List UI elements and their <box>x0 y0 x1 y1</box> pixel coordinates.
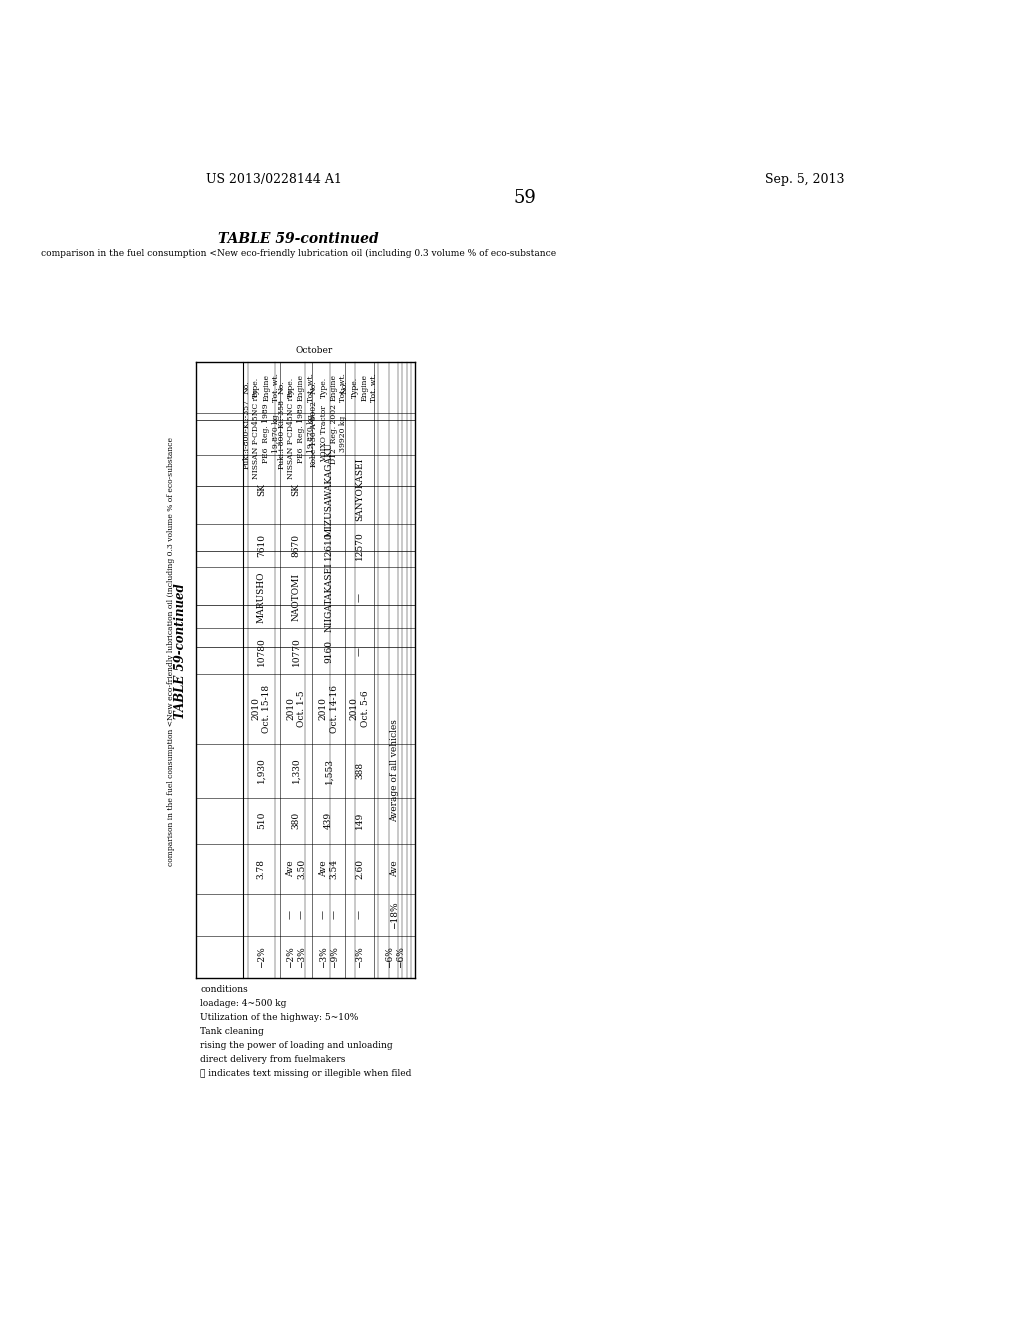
Text: 2010
Oct. 5-6: 2010 Oct. 5-6 <box>349 690 370 727</box>
Text: 149: 149 <box>355 812 365 829</box>
Text: No.
Type.
Engine
Tot. wt.: No. Type. Engine Tot. wt. <box>278 374 314 401</box>
Text: 2010
Oct. 15-18: 2010 Oct. 15-18 <box>251 685 271 733</box>
Text: 10770: 10770 <box>292 636 301 665</box>
Text: Fuki:i-800-Ki:-357
NISSAN P-CD45NC rev
PE6  Reg. 1989
19,870 kg: Fuki:i-800-Ki:-357 NISSAN P-CD45NC rev P… <box>243 388 280 479</box>
Text: 2.60: 2.60 <box>355 859 365 879</box>
Text: 59: 59 <box>513 190 537 207</box>
Text: −2%: −2% <box>257 946 266 968</box>
Text: SK: SK <box>257 483 266 496</box>
Text: comparison in the fuel consumption <New eco-friendly lubrication oil (including : comparison in the fuel consumption <New … <box>167 437 175 866</box>
Text: direct delivery from fuelmakers: direct delivery from fuelmakers <box>200 1055 345 1064</box>
Text: −3%
−9%: −3% −9% <box>318 946 339 968</box>
Text: −3%: −3% <box>355 946 365 968</box>
Text: −18%: −18% <box>390 902 399 929</box>
Text: SANYOKASEI: SANYOKASEI <box>355 458 365 521</box>
Text: 7610: 7610 <box>257 533 266 557</box>
Text: 2010
Oct. 1-5: 2010 Oct. 1-5 <box>286 690 306 727</box>
Text: 10780: 10780 <box>257 636 266 665</box>
Text: No.
Type.
Engine
Tot. wt.: No. Type. Engine Tot. wt. <box>341 374 379 401</box>
Text: 388: 388 <box>355 762 365 779</box>
Text: Tank cleaning: Tank cleaning <box>200 1027 264 1036</box>
Text: comparison in the fuel consumption <New eco-friendly lubrication oil (including : comparison in the fuel consumption <New … <box>41 248 556 257</box>
Text: 12610: 12610 <box>325 531 333 560</box>
Text: conditions: conditions <box>200 986 248 994</box>
Text: 380: 380 <box>292 812 301 829</box>
Text: No.
Type.
Engine
Tot. wt.: No. Type. Engine Tot. wt. <box>310 374 347 401</box>
Text: MARUSHO: MARUSHO <box>257 572 266 623</box>
Text: Ave: Ave <box>390 861 399 876</box>
Text: NAOTOMI: NAOTOMI <box>292 573 301 622</box>
Text: Ave
3.54: Ave 3.54 <box>318 859 339 879</box>
Text: —: — <box>355 911 365 920</box>
Text: −6%
−6%: −6% −6% <box>385 946 404 968</box>
Text: 9160: 9160 <box>325 640 333 663</box>
Text: TABLE 59-continued: TABLE 59-continued <box>174 583 187 719</box>
Text: —
—: — — <box>286 911 306 920</box>
Text: rising the power of loading and unloading: rising the power of loading and unloadin… <box>200 1041 392 1049</box>
Text: —: — <box>355 647 365 656</box>
Text: Average of all vehicles: Average of all vehicles <box>390 719 399 822</box>
Text: October: October <box>295 346 333 355</box>
Text: 439: 439 <box>325 812 333 829</box>
Text: TABLE 59-continued: TABLE 59-continued <box>218 232 379 247</box>
Text: Sep. 5, 2013: Sep. 5, 2013 <box>765 173 844 186</box>
Text: Utilization of the highway: 5~10%: Utilization of the highway: 5~10% <box>200 1014 358 1022</box>
Text: SK: SK <box>292 483 301 496</box>
Text: MIZUSAWAKAGAKU: MIZUSAWAKAGAKU <box>325 442 333 537</box>
Text: 1,330: 1,330 <box>292 758 301 783</box>
Text: —: — <box>355 593 365 602</box>
Text: ⓘ indicates text missing or illegible when filed: ⓘ indicates text missing or illegible wh… <box>200 1069 412 1077</box>
Text: No.
Type.
Engine
Tot. wt.: No. Type. Engine Tot. wt. <box>243 374 280 401</box>
Text: —
—: — — <box>318 911 339 920</box>
Text: Fuki:i-800-Ki:-358
NISSAN P-CD45NC rev
PE6  Reg. 1989
19,870 kg: Fuki:i-800-Ki:-358 NISSAN P-CD45NC rev P… <box>278 388 314 479</box>
Text: −2%
−3%: −2% −3% <box>286 946 306 968</box>
Text: NIIGATAKASEI: NIIGATAKASEI <box>325 562 333 632</box>
Text: 1,553: 1,553 <box>325 758 333 784</box>
Text: Kobe-130-A-8002
VOIXO Tractor
D12  Reg. 2002
39920 kg: Kobe-130-A-8002 VOIXO Tractor D12 Reg. 2… <box>310 400 347 467</box>
Text: 510: 510 <box>257 812 266 829</box>
Text: 12570: 12570 <box>355 531 365 560</box>
Text: Ave
3.50: Ave 3.50 <box>286 859 306 879</box>
Text: 8670: 8670 <box>292 533 301 557</box>
Text: 3.78: 3.78 <box>257 859 266 879</box>
Text: US 2013/0228144 A1: US 2013/0228144 A1 <box>206 173 341 186</box>
Text: 2010
Oct. 14-16: 2010 Oct. 14-16 <box>318 685 339 733</box>
Text: loadage: 4~500 kg: loadage: 4~500 kg <box>200 999 287 1008</box>
Text: 1,930: 1,930 <box>257 758 266 784</box>
